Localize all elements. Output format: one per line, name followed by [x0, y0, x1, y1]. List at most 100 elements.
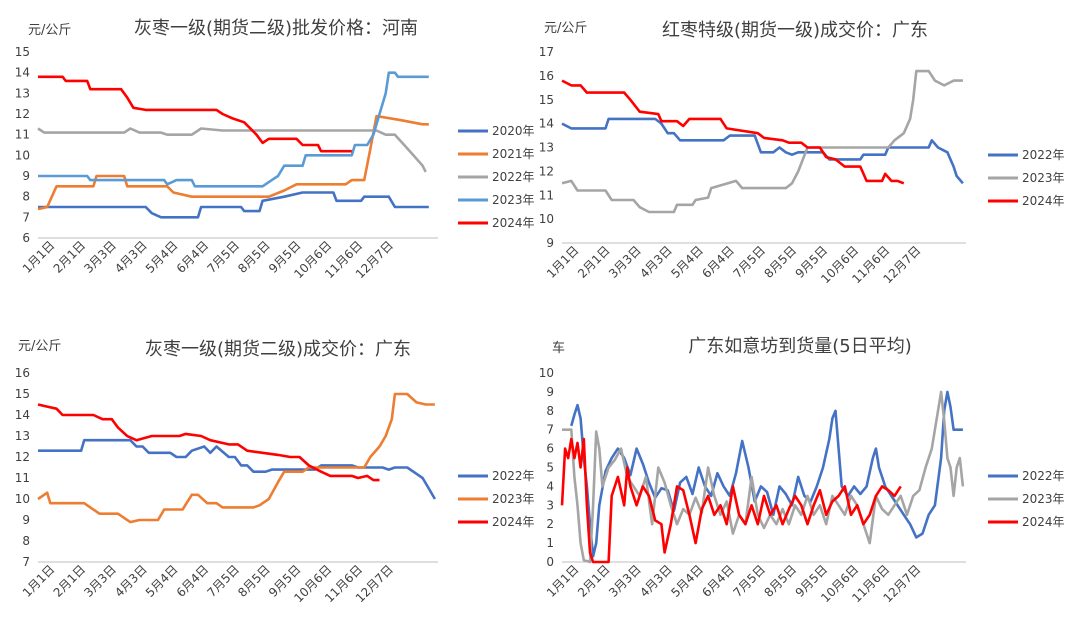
chart-4: 广东如意坊到货量(5日平均)车0123456789101月1日2月1日3月3日4… — [539, 336, 1065, 605]
legend-label: 2023年 — [492, 193, 535, 207]
y-axis-unit: 元/公斤 — [28, 23, 71, 38]
x-tick-label: 8月5日 — [762, 243, 800, 281]
legend-label: 2021年 — [492, 147, 535, 161]
series-line-2023年 — [38, 71, 429, 188]
y-tick-label: 8 — [546, 404, 554, 418]
y-tick-label: 9 — [22, 169, 30, 183]
legend-label: 2022年 — [492, 170, 535, 184]
chart-title: 广东如意坊到货量(5日平均) — [688, 336, 912, 357]
y-tick-label: 10 — [539, 366, 554, 380]
y-tick-label: 15 — [15, 45, 30, 59]
x-tick-label: 3月3日 — [606, 562, 644, 600]
x-tick-label: 5月4日 — [668, 243, 706, 281]
legend-label: 2024年 — [492, 515, 535, 529]
x-tick-label: 5月4日 — [143, 238, 181, 276]
series-line-2020年 — [38, 191, 429, 219]
y-tick-label: 7 — [22, 210, 30, 224]
x-tick-label: 6月4日 — [174, 562, 212, 600]
x-tick-label: 7月5日 — [204, 238, 242, 276]
legend-label: 2024年 — [1022, 515, 1065, 529]
legend-label: 2022年 — [1022, 148, 1065, 162]
y-tick-label: 11 — [15, 471, 30, 485]
y-tick-label: 1 — [546, 536, 554, 550]
y-tick-label: 12 — [539, 164, 554, 178]
y-tick-label: 4 — [546, 479, 554, 493]
legend-label: 2022年 — [1022, 469, 1065, 483]
chart-3: 灰枣一级(期货二级)成交价：广东元/公斤789101112131415161月1… — [15, 339, 535, 605]
y-tick-label: 7 — [22, 555, 30, 569]
y-tick-label: 2 — [546, 517, 554, 531]
y-tick-label: 10 — [15, 148, 30, 162]
x-tick-label: 7月5日 — [730, 562, 768, 600]
y-tick-label: 9 — [22, 513, 30, 527]
legend-label: 2020年 — [492, 124, 535, 138]
series-line-2022年 — [37, 127, 427, 173]
y-tick-label: 7 — [546, 423, 554, 437]
chart-1: 灰枣一级(期货二级)批发价格：河南元/公斤67891011121314151月1… — [15, 18, 535, 281]
y-tick-label: 5 — [546, 461, 554, 475]
x-tick-label: 8月5日 — [235, 562, 273, 600]
series-line-2024年 — [560, 437, 902, 564]
y-axis-unit: 车 — [552, 340, 565, 356]
y-axis-unit: 元/公斤 — [544, 21, 587, 36]
y-tick-label: 8 — [22, 534, 30, 548]
x-tick-label: 4月3日 — [112, 562, 150, 600]
series-line-2023年 — [562, 390, 965, 564]
y-tick-label: 10 — [539, 212, 554, 226]
y-tick-label: 14 — [15, 66, 30, 80]
x-tick-label: 4月3日 — [637, 243, 675, 281]
series-line-2024年 — [37, 403, 380, 482]
y-tick-label: 12 — [15, 107, 30, 121]
legend-label: 2023年 — [492, 492, 535, 506]
series-line-2024年 — [38, 75, 352, 153]
x-tick-label: 2月1日 — [51, 562, 89, 600]
series-line-2024年 — [561, 79, 905, 185]
series-line-2023年 — [561, 69, 963, 214]
y-tick-label: 10 — [15, 492, 30, 506]
x-tick-label: 8月5日 — [235, 238, 273, 276]
series-line-2022年 — [38, 438, 437, 500]
x-tick-label: 3月3日 — [606, 243, 644, 281]
series-line-2022年 — [570, 390, 963, 558]
x-tick-label: 2月1日 — [575, 562, 613, 600]
x-tick-label: 7月5日 — [730, 243, 768, 281]
y-tick-label: 11 — [539, 188, 554, 202]
chart-title: 灰枣一级(期货二级)成交价：广东 — [145, 339, 411, 360]
y-tick-label: 15 — [539, 93, 554, 107]
legend-label: 2024年 — [492, 216, 535, 230]
y-axis-unit: 元/公斤 — [18, 339, 61, 354]
x-tick-label: 3月3日 — [81, 562, 119, 600]
chart-2: 红枣特级(期货一级)成交价：广东元/公斤910111213141516171月1… — [539, 20, 1065, 286]
y-tick-label: 17 — [539, 45, 554, 59]
y-tick-label: 16 — [15, 366, 30, 380]
chart-title: 灰枣一级(期货二级)批发价格：河南 — [134, 18, 418, 39]
y-tick-label: 6 — [22, 231, 30, 245]
x-tick-label: 2月1日 — [51, 238, 89, 276]
y-tick-label: 9 — [546, 236, 554, 250]
y-tick-label: 16 — [539, 69, 554, 83]
x-tick-label: 8月5日 — [762, 562, 800, 600]
x-tick-label: 4月3日 — [112, 238, 150, 276]
x-tick-label: 3月3日 — [81, 238, 119, 276]
legend-label: 2023年 — [1022, 492, 1065, 506]
y-tick-label: 13 — [15, 86, 30, 100]
legend-label: 2023年 — [1022, 171, 1065, 185]
chart-title: 红枣特级(期货一级)成交价：广东 — [662, 20, 928, 41]
series-line-2022年 — [561, 117, 964, 185]
y-tick-label: 11 — [15, 128, 30, 142]
y-tick-label: 13 — [15, 429, 30, 443]
x-tick-label: 6月4日 — [174, 238, 212, 276]
x-tick-label: 4月3日 — [637, 562, 675, 600]
x-tick-label: 7月5日 — [204, 562, 242, 600]
y-tick-label: 0 — [546, 555, 554, 569]
y-tick-label: 6 — [546, 442, 554, 456]
x-tick-label: 6月4日 — [699, 562, 737, 600]
x-tick-label: 6月4日 — [699, 243, 737, 281]
x-tick-label: 5月4日 — [143, 562, 181, 600]
x-tick-label: 5月4日 — [668, 562, 706, 600]
y-tick-label: 12 — [15, 450, 30, 464]
y-tick-label: 15 — [15, 387, 30, 401]
y-tick-label: 13 — [539, 141, 554, 155]
